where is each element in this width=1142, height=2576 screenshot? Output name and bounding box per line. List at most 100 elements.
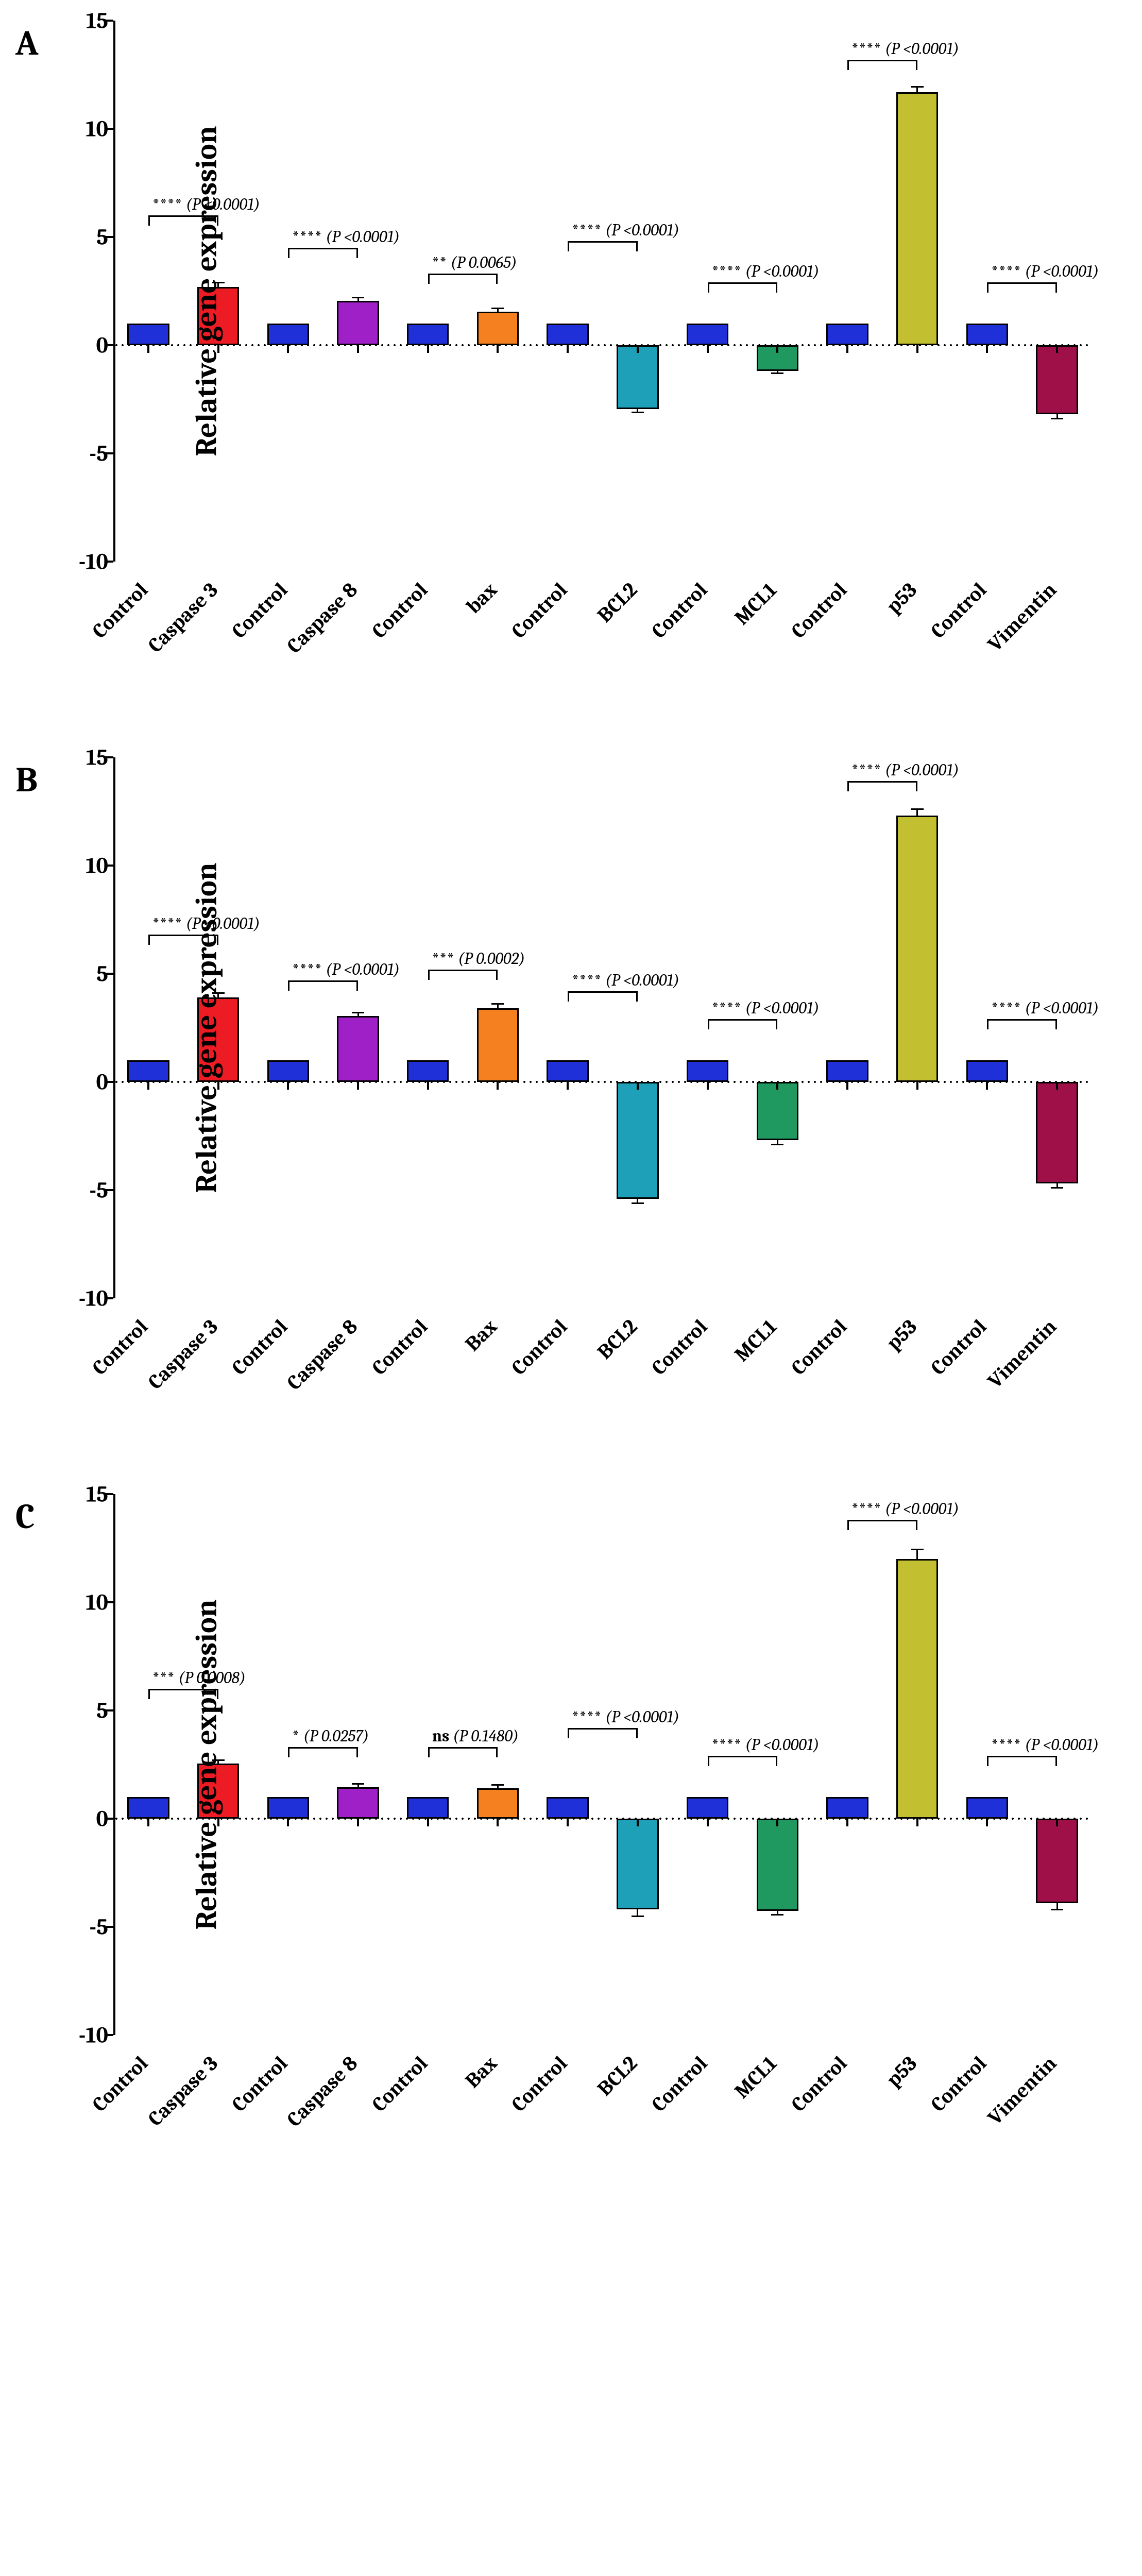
bar <box>687 1797 728 1819</box>
significance-label: ns (P 0.1480) <box>432 1726 519 1745</box>
plot-area: -10-5051015*** (P 0.0008)* (P 0.0257)ns … <box>113 1494 1092 2035</box>
significance-label: * (P 0.0257) <box>292 1726 369 1745</box>
significance-label: **** (P <0.0001) <box>292 960 400 979</box>
x-axis-label: BCL2 <box>592 1315 642 1364</box>
x-axis-label: Caspase 8 <box>282 2052 363 2132</box>
x-axis-label: BCL2 <box>592 2052 642 2101</box>
y-tick-label: 10 <box>86 853 108 879</box>
y-tick-label: 5 <box>96 961 108 987</box>
significance-label: **** (P <0.0001) <box>712 1735 820 1754</box>
y-axis-label: Relative gene expression <box>189 862 224 1193</box>
x-axis-label: Vimentin <box>983 1315 1062 1393</box>
bar <box>687 1060 728 1082</box>
x-axis-label: Control <box>787 1315 852 1380</box>
significance-label: **** (P <0.0001) <box>851 39 959 58</box>
bar <box>477 312 519 345</box>
x-axis-label: Control <box>787 578 852 643</box>
x-axis-label: Control <box>367 578 432 643</box>
x-axis-label: Control <box>88 578 153 643</box>
x-axis-label: bax <box>462 578 502 618</box>
bar <box>966 324 1008 345</box>
panel-C: C -10-5051015*** (P 0.0008)* (P 0.0257)ns… <box>10 1494 1132 2210</box>
significance-label: *** (P 0.0002) <box>432 949 525 968</box>
significance-label: **** (P <0.0001) <box>572 971 679 990</box>
significance-label: **** (P <0.0001) <box>712 998 820 1018</box>
x-axis-label: Caspase 3 <box>143 2052 223 2131</box>
x-axis-label: Control <box>646 1315 712 1380</box>
x-axis-label: Control <box>367 2052 432 2117</box>
significance-label: ** (P 0.0065) <box>432 253 517 272</box>
bar <box>477 1788 519 1819</box>
bar <box>1036 345 1078 414</box>
significance-label: **** (P <0.0001) <box>851 1499 959 1518</box>
x-axis-label: Control <box>88 1315 153 1380</box>
x-axis-label: MCL1 <box>730 2052 781 2103</box>
y-tick-label: 5 <box>96 1698 108 1724</box>
x-axis-label: Control <box>367 1315 432 1380</box>
x-axis-label: Vimentin <box>983 578 1062 656</box>
bar <box>757 1082 798 1140</box>
x-axis-label: p53 <box>881 2052 922 2092</box>
significance-label: **** (P <0.0001) <box>991 262 1099 281</box>
y-tick-label: -10 <box>79 549 108 575</box>
plot-area: -10-5051015**** (P <0.0001)**** (P <0.00… <box>113 757 1092 1298</box>
x-axis-label: MCL1 <box>730 1315 781 1366</box>
x-axis-label: BCL2 <box>592 578 642 628</box>
y-tick-label: -5 <box>89 1177 108 1204</box>
x-axis-label: Control <box>926 2052 992 2117</box>
x-axis-label: Bax <box>461 1315 502 1356</box>
y-tick-label: -5 <box>89 1914 108 1940</box>
bar <box>267 324 309 345</box>
bar <box>757 1819 798 1911</box>
bar <box>127 1060 169 1082</box>
significance-label: **** (P <0.0001) <box>572 1707 679 1726</box>
x-axis-label: Bax <box>461 2052 502 2093</box>
bar <box>1036 1082 1078 1183</box>
bar <box>896 1559 938 1819</box>
bar <box>407 1797 449 1819</box>
y-tick-label: 15 <box>86 1481 108 1507</box>
x-axis-label: Caspase 3 <box>143 578 223 657</box>
bar <box>966 1060 1008 1082</box>
bar <box>407 1060 449 1082</box>
bar <box>407 324 449 345</box>
y-tick-label: -10 <box>79 2022 108 2048</box>
bar <box>826 324 868 345</box>
y-tick-label: 10 <box>86 116 108 142</box>
bar <box>687 324 728 345</box>
x-axis-label: Control <box>507 1315 572 1380</box>
y-tick-label: 0 <box>96 1069 108 1095</box>
x-axis-label: MCL1 <box>730 578 781 630</box>
significance-label: **** (P <0.0001) <box>991 1735 1099 1754</box>
bar <box>547 1060 588 1082</box>
bar <box>267 1060 309 1082</box>
bar <box>617 345 658 409</box>
x-axis-label: Control <box>88 2052 153 2117</box>
bar <box>966 1797 1008 1819</box>
bar <box>337 1787 379 1819</box>
x-axis-label: Caspase 3 <box>143 1315 223 1394</box>
significance-label: **** (P <0.0001) <box>572 221 679 240</box>
bar <box>547 1797 588 1819</box>
panel-A: A-10-5051015**** (P <0.0001)**** (P <0.0… <box>10 21 1132 737</box>
y-axis-label: Relative gene expression <box>189 1599 224 1930</box>
x-axis-label: Vimentin <box>983 2052 1062 2130</box>
y-tick-label: 5 <box>96 224 108 250</box>
bar <box>826 1060 868 1082</box>
bar <box>896 816 938 1082</box>
figure-container: A-10-5051015**** (P <0.0001)**** (P <0.0… <box>10 21 1132 2210</box>
chart-container: -10-5051015*** (P 0.0008)* (P 0.0257)ns … <box>113 1494 1132 2210</box>
y-tick-label: -10 <box>79 1285 108 1312</box>
y-tick-label: 15 <box>86 744 108 771</box>
chart-container: -10-5051015**** (P <0.0001)**** (P <0.00… <box>113 757 1132 1473</box>
bar <box>127 1797 169 1819</box>
x-axis-label: p53 <box>881 1315 922 1355</box>
y-tick-label: 15 <box>86 8 108 34</box>
panel-label: A <box>15 23 38 63</box>
x-axis-label: Control <box>926 578 992 643</box>
panel-label: C <box>15 1497 35 1537</box>
x-axis-label: Control <box>507 2052 572 2117</box>
bar <box>337 1016 379 1082</box>
panel-B: B-10-5051015**** (P <0.0001)**** (P <0.0… <box>10 757 1132 1473</box>
y-axis-label: Relative gene expression <box>189 126 224 456</box>
